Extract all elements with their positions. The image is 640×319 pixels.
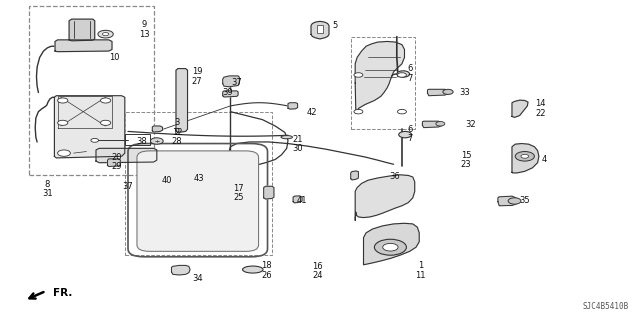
- Text: 9
13: 9 13: [139, 20, 149, 39]
- Text: 10: 10: [109, 53, 119, 62]
- Circle shape: [58, 120, 68, 125]
- Polygon shape: [264, 186, 274, 199]
- Text: 4: 4: [541, 155, 547, 164]
- Bar: [351, 37, 415, 129]
- Text: 18
26: 18 26: [261, 261, 271, 280]
- Polygon shape: [311, 21, 329, 39]
- Polygon shape: [288, 103, 298, 109]
- Text: 35: 35: [520, 197, 530, 205]
- Text: 5: 5: [333, 21, 338, 30]
- Circle shape: [374, 239, 406, 255]
- Bar: [317, 25, 323, 33]
- Polygon shape: [96, 148, 157, 163]
- Text: 21
30: 21 30: [292, 135, 303, 153]
- Polygon shape: [223, 76, 239, 87]
- Polygon shape: [351, 171, 358, 180]
- Circle shape: [58, 150, 70, 156]
- Circle shape: [436, 122, 445, 126]
- Text: 2
28: 2 28: [172, 128, 182, 146]
- Polygon shape: [512, 100, 528, 117]
- Circle shape: [150, 138, 163, 144]
- Polygon shape: [223, 91, 238, 97]
- Circle shape: [397, 71, 410, 77]
- Text: 17
25: 17 25: [234, 184, 244, 202]
- Polygon shape: [428, 89, 448, 96]
- Circle shape: [102, 33, 109, 36]
- Text: 38: 38: [137, 137, 147, 146]
- Text: 3
12: 3 12: [172, 118, 182, 137]
- Text: 42: 42: [307, 108, 317, 117]
- Circle shape: [515, 152, 534, 161]
- Text: 36: 36: [390, 172, 400, 181]
- Ellipse shape: [243, 266, 263, 273]
- Circle shape: [383, 243, 398, 251]
- Text: 39: 39: [223, 88, 233, 97]
- Polygon shape: [172, 265, 190, 275]
- Text: 32: 32: [466, 120, 476, 129]
- Circle shape: [91, 138, 99, 142]
- Ellipse shape: [281, 136, 292, 139]
- Text: 1
11: 1 11: [415, 261, 426, 280]
- Text: 6
7: 6 7: [408, 64, 413, 83]
- Circle shape: [100, 120, 111, 125]
- Text: 37: 37: [232, 78, 242, 87]
- Circle shape: [521, 154, 529, 158]
- Circle shape: [508, 198, 521, 204]
- Circle shape: [397, 109, 406, 114]
- FancyBboxPatch shape: [137, 151, 259, 251]
- Text: 14
22: 14 22: [536, 99, 546, 118]
- Text: 8
31: 8 31: [42, 180, 52, 198]
- Text: 20
29: 20 29: [111, 153, 122, 171]
- Polygon shape: [108, 159, 120, 167]
- Circle shape: [100, 98, 111, 103]
- Text: 37: 37: [122, 182, 132, 191]
- Text: 6
7: 6 7: [408, 125, 413, 143]
- Polygon shape: [364, 223, 419, 265]
- Bar: [29, 6, 154, 175]
- Text: 33: 33: [460, 88, 470, 97]
- Text: 15
23: 15 23: [461, 151, 471, 169]
- Circle shape: [354, 109, 363, 114]
- Text: 41: 41: [296, 197, 307, 205]
- Text: 34: 34: [193, 274, 203, 283]
- Bar: [125, 112, 272, 255]
- Circle shape: [399, 131, 412, 138]
- Bar: [125, 134, 150, 145]
- Text: 19
27: 19 27: [192, 67, 202, 86]
- Polygon shape: [54, 96, 125, 158]
- Circle shape: [98, 30, 113, 38]
- Polygon shape: [498, 196, 517, 206]
- Polygon shape: [55, 40, 112, 52]
- Circle shape: [443, 89, 453, 94]
- Polygon shape: [422, 121, 442, 128]
- Polygon shape: [293, 196, 302, 203]
- Text: SJC4B5410B: SJC4B5410B: [583, 302, 629, 311]
- Circle shape: [58, 98, 68, 103]
- Polygon shape: [355, 175, 415, 220]
- Polygon shape: [512, 144, 539, 173]
- Polygon shape: [152, 126, 163, 132]
- Circle shape: [397, 73, 406, 77]
- Polygon shape: [176, 69, 188, 132]
- Text: FR.: FR.: [53, 288, 72, 298]
- Circle shape: [354, 73, 363, 77]
- Polygon shape: [69, 19, 95, 41]
- Text: 16
24: 16 24: [312, 262, 323, 280]
- Text: 43: 43: [194, 174, 204, 183]
- Text: 40: 40: [161, 176, 172, 185]
- Polygon shape: [355, 41, 404, 113]
